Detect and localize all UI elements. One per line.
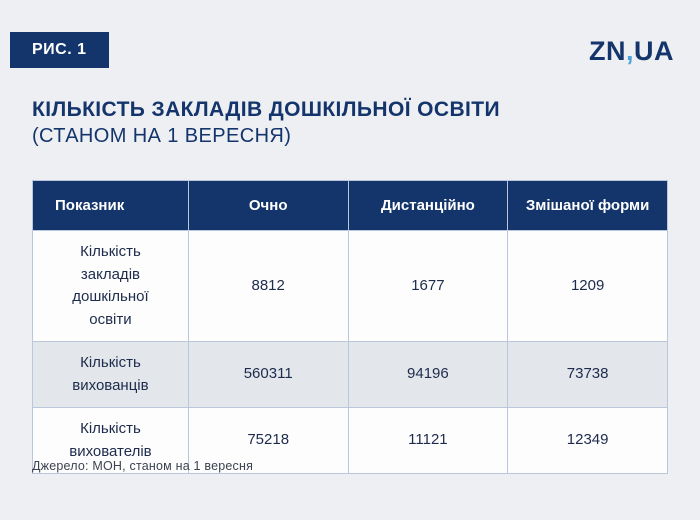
table-row: Кількість закладів дошкільної освіти 881…: [32, 230, 668, 342]
cell-value: 75218: [187, 407, 349, 474]
row-label: Кількість закладів дошкільної освіти: [32, 230, 189, 342]
cell-value: 94196: [347, 341, 509, 408]
column-header-remote: Дистанційно: [347, 180, 509, 231]
cell-value: 560311: [187, 341, 349, 408]
table-row: Кількість вихователів 75218 11121 12349: [32, 407, 668, 474]
logo-comma-accent: ,: [625, 36, 634, 66]
source-note: Джерело: МОН, станом на 1 вересня: [32, 459, 254, 473]
column-header-indicator: Показник: [32, 180, 189, 231]
table-header-row: Показник Очно Дистанційно Змішаної форми: [32, 180, 668, 231]
cell-value: 8812: [187, 230, 349, 342]
logo-text-ua: UA: [634, 36, 674, 66]
cell-value: 73738: [507, 341, 668, 408]
data-table: Показник Очно Дистанційно Змішаної форми…: [32, 180, 668, 474]
table-row: Кількість вихованців 560311 94196 73738: [32, 341, 668, 408]
column-header-mixed: Змішаної форми: [507, 180, 668, 231]
cell-value: 11121: [347, 407, 509, 474]
row-label: Кількість вихованців: [32, 341, 189, 408]
cell-value: 1677: [347, 230, 509, 342]
row-label: Кількість вихователів: [32, 407, 189, 474]
page-subtitle: (СТАНОМ НА 1 ВЕРЕСНЯ): [32, 125, 292, 147]
figure-label-badge: РИС. 1: [10, 32, 109, 68]
title-block: КІЛЬКІСТЬ ЗАКЛАДІВ ДОШКІЛЬНОЇ ОСВІТИ (СТ…: [32, 98, 500, 148]
page-title: КІЛЬКІСТЬ ЗАКЛАДІВ ДОШКІЛЬНОЇ ОСВІТИ: [32, 98, 500, 121]
zn-ua-logo: ZN,UA: [589, 36, 674, 67]
cell-value: 1209: [507, 230, 668, 342]
column-header-in-person: Очно: [187, 180, 349, 231]
logo-text-zn: ZN: [588, 36, 626, 66]
cell-value: 12349: [507, 407, 668, 474]
